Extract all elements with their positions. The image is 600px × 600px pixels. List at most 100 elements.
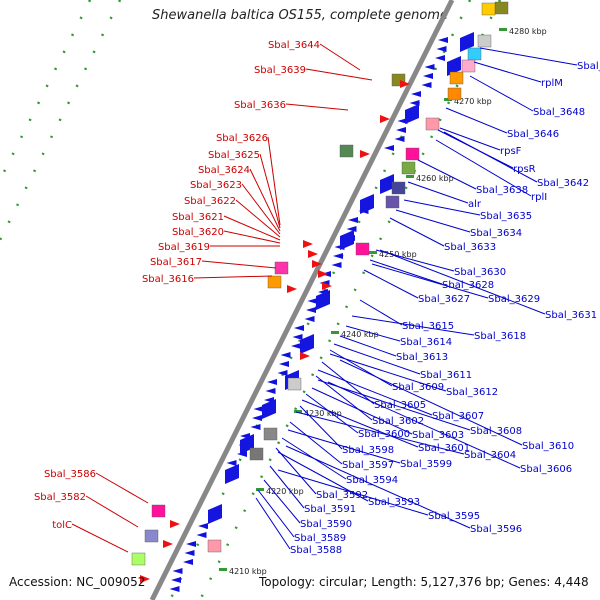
gene-arrow-reverse[interactable] bbox=[307, 298, 318, 304]
gene-label-reverse[interactable]: Sbal_3635 bbox=[480, 211, 532, 222]
gene-arrow-reverse[interactable] bbox=[331, 262, 342, 268]
gene-label-reverse[interactable]: Sbal_3603 bbox=[412, 430, 464, 441]
gene-label-reverse[interactable]: Sbal_3604 bbox=[464, 450, 516, 461]
gene-feature-box[interactable] bbox=[461, 59, 476, 73]
gene-label-forward[interactable]: Sbal_3644 bbox=[268, 40, 320, 51]
gene-label-forward[interactable]: Sbal_3639 bbox=[254, 65, 306, 76]
gene-label-reverse[interactable]: Sbal_3598 bbox=[342, 445, 394, 456]
gene-arrow-reverse[interactable] bbox=[421, 82, 432, 88]
gene-arrow-reverse[interactable] bbox=[169, 586, 180, 592]
gene-feature-box[interactable] bbox=[339, 144, 354, 158]
gene-feature-box[interactable] bbox=[274, 261, 289, 275]
gene-label-reverse[interactable]: Sbal_3615 bbox=[402, 321, 454, 332]
gene-feature-box[interactable] bbox=[263, 427, 278, 441]
gene-arrow-forward[interactable] bbox=[322, 282, 332, 290]
gene-label-reverse[interactable]: Sbal_3614 bbox=[400, 337, 452, 348]
gene-label-reverse[interactable]: Sbal_3601 bbox=[418, 443, 470, 454]
gene-label-forward[interactable]: Sbal_3624 bbox=[198, 165, 250, 176]
gene-label-reverse[interactable]: rpsR bbox=[513, 164, 536, 175]
gene-arrow-reverse[interactable] bbox=[252, 415, 262, 421]
gene-arrow-reverse[interactable] bbox=[394, 136, 405, 142]
gene-arrow-reverse[interactable] bbox=[237, 451, 247, 457]
gene-arrow-reverse[interactable] bbox=[423, 73, 433, 79]
gene-label-reverse[interactable]: Sbal_3618 bbox=[474, 331, 526, 342]
gene-feature-box[interactable] bbox=[287, 377, 302, 391]
gene-arrow-reverse[interactable] bbox=[435, 55, 445, 61]
gene-arrow-forward[interactable] bbox=[287, 285, 297, 293]
gene-label-reverse[interactable]: Sbal_3646 bbox=[507, 129, 559, 140]
gene-feature-box[interactable] bbox=[391, 181, 406, 195]
gene-arrow-reverse[interactable] bbox=[184, 550, 195, 556]
gene-feature-box[interactable] bbox=[355, 242, 370, 256]
gene-label-forward[interactable]: Sbal_3623 bbox=[190, 180, 242, 191]
gene-label-forward[interactable]: Sbal_3621 bbox=[172, 212, 224, 223]
gene-block-reverse[interactable] bbox=[300, 334, 314, 354]
gene-label-reverse[interactable]: alr bbox=[468, 199, 482, 210]
gene-arrow-reverse[interactable] bbox=[304, 316, 315, 322]
gene-arrow-reverse[interactable] bbox=[438, 37, 448, 43]
gene-arrow-forward[interactable] bbox=[360, 150, 370, 158]
gene-label-forward[interactable]: Sbal_3616 bbox=[142, 274, 194, 285]
gene-arrow-reverse[interactable] bbox=[333, 253, 343, 259]
gene-arrow-forward[interactable] bbox=[308, 250, 318, 258]
gene-label-reverse[interactable]: Sbal_3595 bbox=[428, 511, 480, 522]
gene-arrow-forward[interactable] bbox=[170, 520, 180, 528]
gene-feature-box[interactable] bbox=[447, 87, 462, 101]
gene-label-reverse[interactable]: Sbal_3606 bbox=[520, 464, 572, 475]
gene-label-forward[interactable]: Sbal_3622 bbox=[184, 196, 236, 207]
gene-block-reverse[interactable] bbox=[460, 32, 474, 52]
gene-feature-box[interactable] bbox=[477, 34, 492, 48]
gene-feature-box[interactable] bbox=[494, 1, 509, 15]
gene-label-forward[interactable]: Sbal_3625 bbox=[208, 150, 260, 161]
gene-label-reverse[interactable]: Sbal_3597 bbox=[342, 460, 394, 471]
gene-feature-box[interactable] bbox=[144, 529, 159, 543]
gene-label-reverse[interactable]: Sbal_3593 bbox=[368, 497, 420, 508]
gene-arrow-reverse[interactable] bbox=[396, 127, 406, 133]
gene-label-reverse[interactable]: Sbal_3612 bbox=[446, 387, 498, 398]
gene-label-reverse[interactable]: rplI bbox=[531, 192, 547, 203]
gene-label-reverse[interactable]: Sbal_3628 bbox=[442, 280, 494, 291]
gene-block-reverse[interactable] bbox=[262, 399, 276, 419]
gene-feature-box[interactable] bbox=[467, 47, 482, 61]
gene-label-reverse[interactable]: Sbal_3589 bbox=[294, 533, 346, 544]
gene-label-forward[interactable]: Sbal_3626 bbox=[216, 133, 268, 144]
gene-label-reverse[interactable]: Sbal_3631 bbox=[545, 310, 597, 321]
gene-arrow-reverse[interactable] bbox=[267, 379, 277, 385]
gene-arrow-forward[interactable] bbox=[140, 575, 150, 583]
gene-arrow-forward[interactable] bbox=[380, 115, 390, 123]
gene-arrow-reverse[interactable] bbox=[277, 370, 288, 376]
gene-label-reverse[interactable]: Sbal_3627 bbox=[418, 294, 470, 305]
gene-feature-box[interactable] bbox=[405, 147, 420, 161]
gene-label-reverse[interactable]: Sbal_3634 bbox=[470, 228, 522, 239]
gene-label-forward[interactable]: Sbal_3582 bbox=[34, 492, 86, 503]
gene-feature-box[interactable] bbox=[131, 552, 146, 566]
gene-arrow-reverse[interactable] bbox=[291, 343, 301, 349]
gene-arrow-reverse[interactable] bbox=[265, 388, 276, 394]
gene-label-reverse[interactable]: Sbal_3609 bbox=[392, 382, 444, 393]
gene-feature-box[interactable] bbox=[449, 71, 464, 85]
gene-feature-box[interactable] bbox=[385, 195, 400, 209]
gene-label-reverse[interactable]: Sbal_3638 bbox=[476, 185, 528, 196]
gene-label-forward[interactable]: tolC bbox=[52, 520, 72, 531]
gene-label-reverse[interactable]: Sbal_3629 bbox=[488, 294, 540, 305]
gene-feature-box[interactable] bbox=[481, 2, 496, 16]
gene-label-forward[interactable]: Sbal_3636 bbox=[234, 100, 286, 111]
gene-arrow-reverse[interactable] bbox=[250, 424, 261, 430]
gene-label-reverse[interactable]: Sbal_3591 bbox=[304, 504, 356, 515]
gene-feature-box[interactable] bbox=[425, 117, 440, 131]
gene-arrow-reverse[interactable] bbox=[280, 352, 291, 358]
gene-label-reverse[interactable]: Sbal_3648 bbox=[533, 107, 585, 118]
gene-arrow-forward[interactable] bbox=[163, 540, 173, 548]
gene-label-reverse[interactable]: Sbal_3607 bbox=[432, 411, 484, 422]
gene-block-reverse[interactable] bbox=[316, 290, 330, 310]
gene-label-reverse[interactable]: Sbal_3599 bbox=[400, 459, 452, 470]
gene-arrow-reverse[interactable] bbox=[253, 406, 264, 412]
gene-label-reverse[interactable]: Sbal_3642 bbox=[537, 178, 589, 189]
gene-feature-box[interactable] bbox=[401, 161, 416, 175]
gene-label-reverse[interactable]: Sbal_3610 bbox=[522, 441, 574, 452]
gene-label-reverse[interactable]: Sbal_3630 bbox=[454, 267, 506, 278]
gene-label-reverse[interactable]: Sbal_3592 bbox=[316, 490, 368, 501]
gene-block-reverse[interactable] bbox=[360, 194, 374, 214]
gene-label-forward[interactable]: Sbal_3617 bbox=[150, 257, 202, 268]
gene-arrow-reverse[interactable] bbox=[198, 523, 208, 529]
